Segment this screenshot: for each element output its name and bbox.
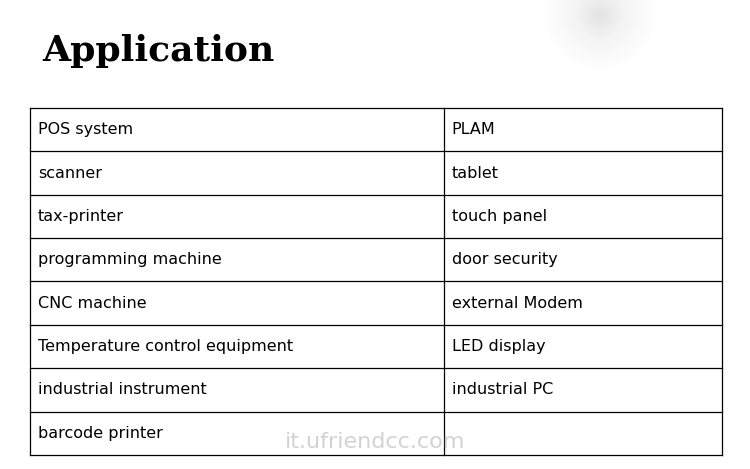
Text: door security: door security bbox=[452, 252, 557, 267]
Text: tax-printer: tax-printer bbox=[38, 209, 124, 224]
Text: LED display: LED display bbox=[452, 339, 545, 354]
Text: scanner: scanner bbox=[38, 166, 102, 181]
Text: Temperature control equipment: Temperature control equipment bbox=[38, 339, 293, 354]
Text: it.ufriendcc.com: it.ufriendcc.com bbox=[285, 432, 465, 452]
Text: POS system: POS system bbox=[38, 122, 134, 137]
Text: Application: Application bbox=[42, 34, 274, 68]
Text: industrial PC: industrial PC bbox=[452, 382, 553, 397]
Text: CNC machine: CNC machine bbox=[38, 295, 147, 310]
Text: PLAM: PLAM bbox=[452, 122, 496, 137]
Text: programming machine: programming machine bbox=[38, 252, 222, 267]
Text: touch panel: touch panel bbox=[452, 209, 547, 224]
Text: external Modem: external Modem bbox=[452, 295, 583, 310]
Text: barcode printer: barcode printer bbox=[38, 426, 163, 441]
Text: industrial instrument: industrial instrument bbox=[38, 382, 207, 397]
Text: tablet: tablet bbox=[452, 166, 499, 181]
